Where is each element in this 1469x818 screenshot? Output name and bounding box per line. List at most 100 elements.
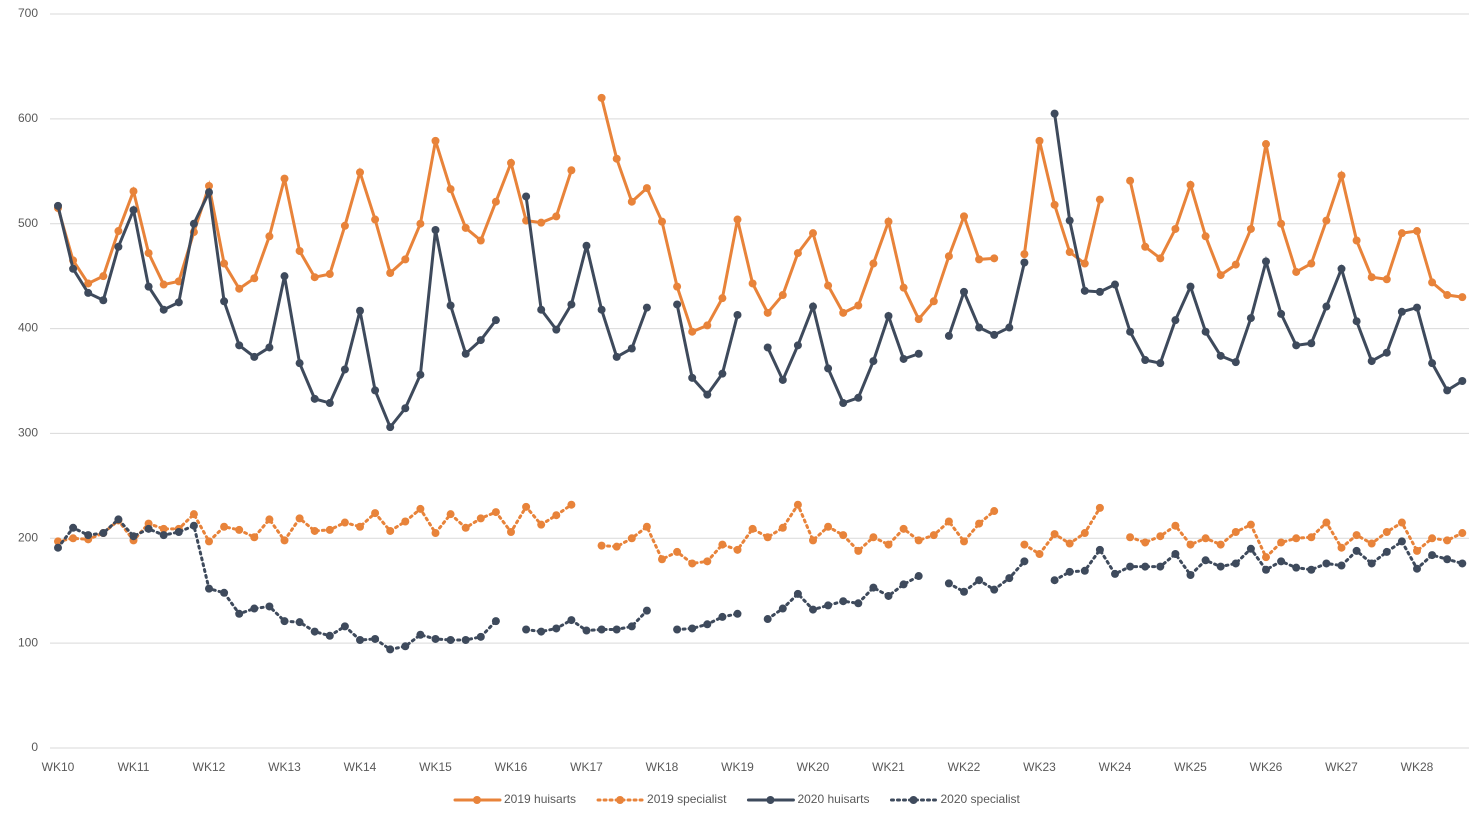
data-point: [386, 645, 395, 654]
data-point: [235, 525, 244, 534]
data-point: [340, 622, 349, 631]
data-point: [1428, 278, 1437, 287]
data-point: [703, 390, 712, 399]
data-point: [1458, 293, 1467, 302]
series-line: [56, 112, 1464, 431]
data-point: [567, 500, 576, 509]
data-point: [597, 625, 606, 634]
data-point: [1141, 356, 1150, 365]
data-point: [688, 624, 697, 633]
data-point: [235, 341, 244, 350]
data-point: [1322, 518, 1331, 527]
data-point: [1277, 219, 1286, 228]
data-point: [552, 325, 561, 334]
data-point: [220, 588, 229, 597]
y-tick-label: 700: [18, 6, 38, 20]
x-tick-label: WK22: [948, 760, 981, 774]
data-point: [552, 212, 561, 221]
data-point: [189, 510, 198, 519]
data-point: [220, 522, 229, 531]
data-point: [340, 221, 349, 230]
data-point: [537, 305, 546, 314]
data-point: [401, 255, 410, 264]
data-point: [401, 404, 410, 413]
data-point: [884, 540, 893, 549]
x-tick-label: WK20: [797, 760, 830, 774]
data-point: [1292, 534, 1301, 543]
data-point: [1413, 564, 1421, 573]
data-point: [899, 524, 908, 533]
data-point: [1337, 264, 1346, 273]
data-point: [1382, 547, 1391, 556]
data-point: [1443, 291, 1452, 300]
data-point: [522, 625, 531, 634]
data-point: [1065, 539, 1074, 548]
data-point: [944, 579, 953, 588]
data-point: [1413, 546, 1421, 555]
data-point: [688, 327, 697, 336]
data-point: [1458, 559, 1467, 568]
data-point: [1035, 136, 1044, 145]
data-point: [658, 217, 666, 226]
x-tick-label: WK27: [1325, 760, 1358, 774]
legend-marker: [766, 796, 775, 804]
data-point: [944, 252, 953, 261]
data-point: [1307, 339, 1316, 348]
data-point: [1352, 317, 1361, 326]
data-point: [507, 158, 515, 167]
x-tick-label: WK24: [1099, 760, 1132, 774]
data-point: [1428, 534, 1437, 543]
data-point: [1020, 540, 1029, 549]
data-point: [612, 625, 621, 634]
data-point: [718, 612, 727, 621]
data-point: [144, 249, 153, 258]
data-point: [688, 373, 697, 382]
data-point: [914, 349, 923, 358]
data-point: [1095, 287, 1104, 296]
data-point: [929, 297, 938, 306]
data-point: [703, 557, 712, 566]
data-point: [416, 630, 425, 639]
data-point: [854, 301, 863, 310]
data-point: [824, 281, 833, 290]
data-point: [280, 174, 289, 183]
data-point: [839, 399, 848, 408]
data-point: [733, 545, 742, 554]
data-point: [416, 370, 425, 379]
data-point: [763, 615, 772, 624]
data-point: [1397, 229, 1406, 238]
data-point: [854, 393, 863, 402]
data-point: [688, 559, 697, 568]
data-point: [809, 605, 817, 614]
y-tick-label: 600: [18, 111, 38, 125]
data-point: [1065, 216, 1074, 225]
data-point: [975, 323, 984, 332]
data-point: [793, 500, 802, 509]
data-point: [778, 523, 787, 532]
data-point: [522, 502, 531, 511]
data-point: [265, 343, 274, 352]
data-point: [597, 305, 606, 314]
data-point: [869, 583, 878, 592]
data-point: [1201, 534, 1210, 543]
data-point: [84, 279, 93, 288]
data-point: [1367, 559, 1376, 568]
y-tick-label: 200: [18, 530, 38, 544]
data-point: [1322, 559, 1331, 568]
legend-marker: [473, 796, 481, 804]
data-point: [461, 635, 470, 644]
data-point: [491, 508, 500, 517]
data-point: [1246, 314, 1255, 323]
data-point: [1080, 286, 1089, 295]
data-point: [899, 580, 908, 589]
legend-label: 2020 specialist: [940, 792, 1020, 806]
x-tick-label: WK25: [1174, 760, 1207, 774]
data-point: [356, 522, 364, 531]
data-point: [310, 526, 319, 535]
data-point: [1337, 543, 1346, 552]
data-point: [461, 349, 470, 358]
data-point: [1095, 545, 1104, 554]
data-point: [446, 635, 455, 644]
x-tick-label: WK18: [646, 760, 679, 774]
